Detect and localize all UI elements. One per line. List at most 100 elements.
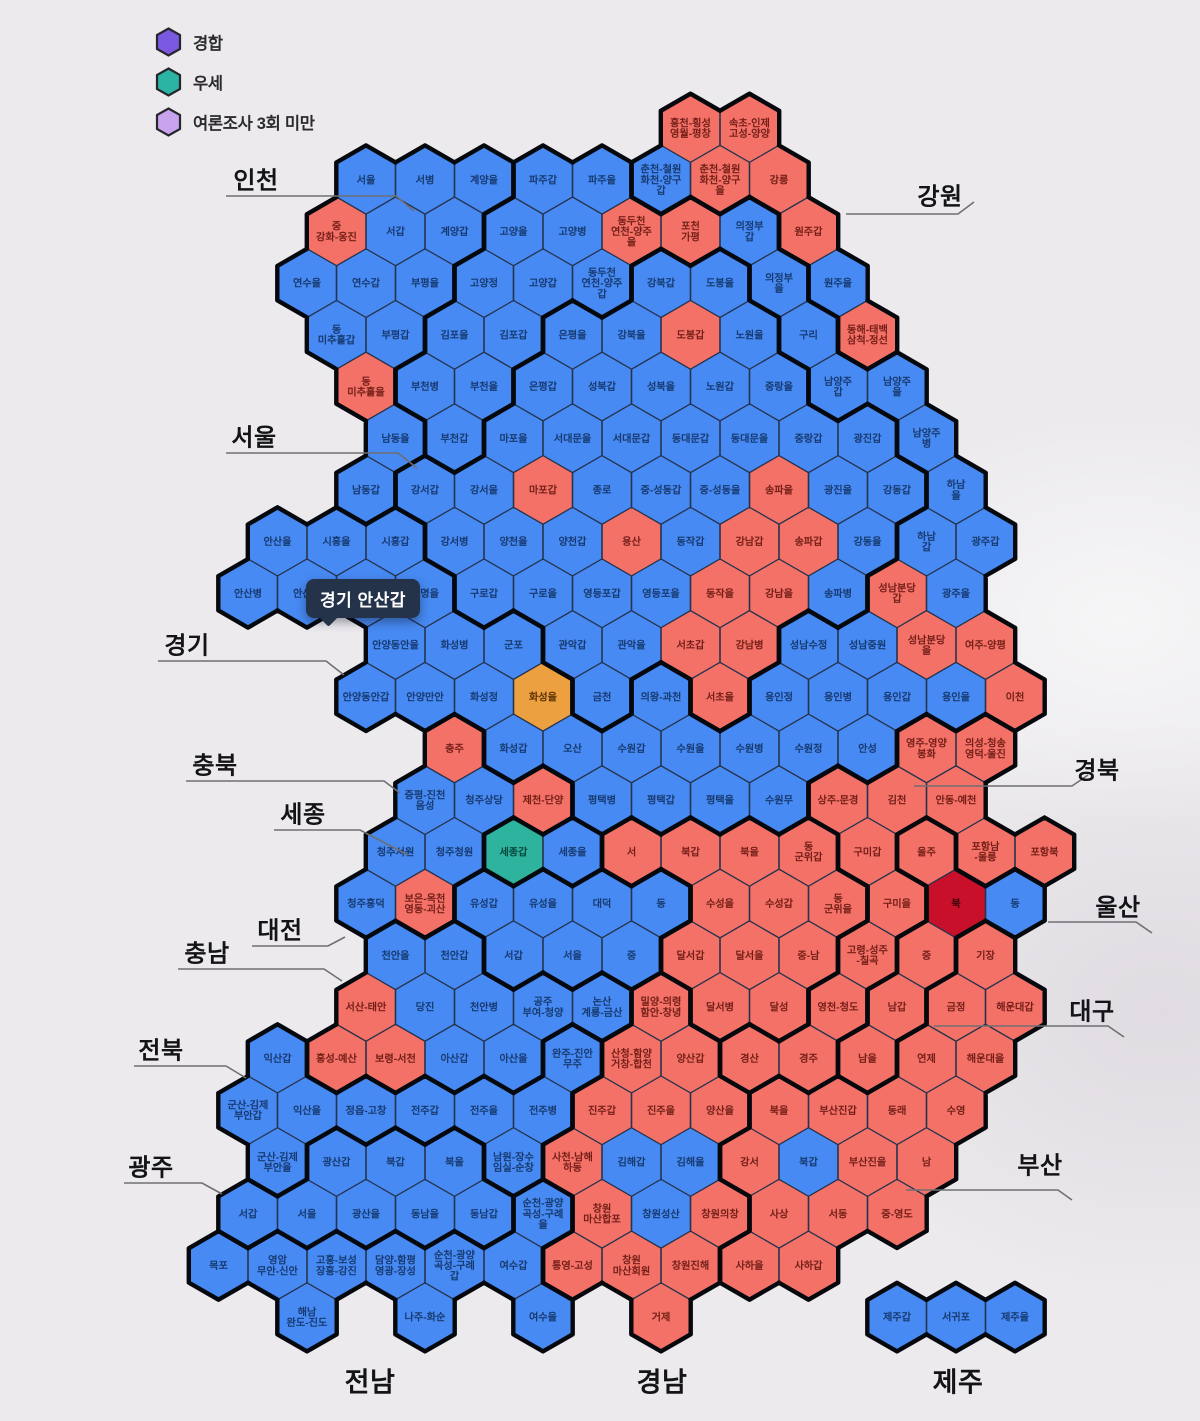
district-hex-경산[interactable] (719, 1024, 780, 1093)
district-hex-제주갑[interactable] (867, 1282, 927, 1352)
district-hex-세종갑[interactable] (483, 817, 544, 887)
district-hex-노원을[interactable] (719, 300, 780, 370)
district-hex-유성갑[interactable] (454, 869, 514, 938)
district-hex-안양동안을[interactable] (365, 610, 426, 680)
district-hex-용인을[interactable] (926, 662, 986, 731)
district-hex-동미추홀갑[interactable] (306, 300, 367, 370)
district-hex-서[interactable] (601, 817, 662, 887)
district-hex-군포[interactable] (483, 610, 544, 680)
district-hex-부산진갑[interactable] (808, 1076, 868, 1145)
district-hex-고양정[interactable] (454, 248, 514, 318)
district-hex-익산을[interactable] (277, 1076, 337, 1145)
district-hex-동[interactable] (631, 869, 691, 938)
district-hex-순천-광양곡성-구례갑[interactable] (424, 1231, 485, 1300)
district-hex-강남갑[interactable] (719, 507, 780, 576)
district-hex-강서을[interactable] (454, 455, 514, 525)
district-hex-중-성동을[interactable] (690, 455, 750, 525)
district-hex-천안병[interactable] (454, 972, 514, 1042)
district-hex-수원을[interactable] (660, 714, 721, 783)
district-hex-원주갑[interactable] (778, 197, 839, 266)
district-hex-구로갑[interactable] (454, 559, 514, 628)
district-hex-중-영도[interactable] (867, 1179, 927, 1248)
district-hex-광산을[interactable] (336, 1179, 396, 1248)
district-hex-남원-장수임실-순창[interactable] (483, 1127, 544, 1197)
district-hex-서을[interactable] (336, 145, 396, 214)
district-hex-순천-광양곡성-구례을[interactable] (513, 1179, 573, 1248)
district-hex-창원마산합포[interactable] (572, 1179, 632, 1248)
district-hex-성북갑[interactable] (572, 352, 632, 421)
district-hex-김해을[interactable] (660, 1127, 721, 1197)
district-hex-강서갑[interactable] (395, 455, 455, 525)
district-hex-송파병[interactable] (808, 559, 868, 628)
district-hex-북을[interactable] (719, 817, 780, 887)
district-hex-고령-성주-칠곡[interactable] (837, 920, 898, 990)
district-hex-강동을[interactable] (837, 507, 898, 576)
district-hex-북갑[interactable] (660, 817, 721, 887)
district-hex-성남중원[interactable] (837, 610, 898, 680)
district-hex-안양만안[interactable] (395, 662, 455, 731)
district-hex-동래[interactable] (867, 1076, 927, 1145)
district-hex-창원성산[interactable] (631, 1179, 691, 1248)
district-hex-서대문갑[interactable] (601, 403, 662, 473)
district-hex-중랑을[interactable] (749, 352, 809, 421)
district-hex-사천-남해하동[interactable] (542, 1127, 603, 1197)
district-hex-동두천연천-양주을[interactable] (601, 197, 662, 266)
district-hex-도봉갑[interactable] (660, 300, 721, 370)
district-hex-여수을[interactable] (513, 1282, 573, 1352)
district-hex-송파갑[interactable] (778, 507, 839, 576)
district-hex-도봉을[interactable] (690, 248, 750, 318)
district-hex-여수갑[interactable] (483, 1231, 544, 1300)
district-hex-증평-진천음성[interactable] (395, 765, 455, 835)
district-hex-사상[interactable] (749, 1179, 809, 1248)
district-hex-광주갑[interactable] (955, 507, 1016, 576)
district-hex-남양주병[interactable] (896, 403, 957, 473)
district-hex-동작을[interactable] (690, 559, 750, 628)
district-hex-동남갑[interactable] (454, 1179, 514, 1248)
district-hex-서초갑[interactable] (660, 610, 721, 680)
district-hex-동남을[interactable] (395, 1179, 455, 1248)
district-hex-마포갑[interactable] (513, 455, 573, 525)
district-hex-하남을[interactable] (926, 455, 986, 525)
district-hex-은평갑[interactable] (513, 352, 573, 421)
district-hex-통영-고성[interactable] (542, 1231, 603, 1300)
district-hex-서초을[interactable] (690, 662, 750, 731)
district-hex-해남완도-진도[interactable] (277, 1282, 337, 1352)
district-hex-김포을[interactable] (424, 300, 485, 370)
district-hex-성남분당갑[interactable] (867, 559, 927, 628)
district-hex-동미추홀을[interactable] (336, 352, 396, 421)
district-hex-동군위갑[interactable] (778, 817, 839, 887)
district-hex-마포을[interactable] (483, 403, 544, 473)
district-hex-송파을[interactable] (749, 455, 809, 525)
district-hex-김해갑[interactable] (601, 1127, 662, 1197)
district-hex-달서병[interactable] (690, 972, 750, 1042)
district-hex-목포[interactable] (188, 1231, 249, 1300)
district-hex-포항남-울릉[interactable] (955, 817, 1016, 887)
district-hex-진주을[interactable] (631, 1076, 691, 1145)
district-hex-보령-서천[interactable] (365, 1024, 426, 1093)
district-hex-부천갑[interactable] (424, 403, 485, 473)
district-hex-천안갑[interactable] (424, 920, 485, 990)
district-hex-동군위을[interactable] (808, 869, 868, 938)
district-hex-중랑갑[interactable] (778, 403, 839, 473)
district-hex-영천-청도[interactable] (808, 972, 868, 1042)
district-hex-아산을[interactable] (483, 1024, 544, 1093)
district-hex-양천을[interactable] (483, 507, 544, 576)
district-hex-이천[interactable] (985, 662, 1045, 731)
district-hex-홍성-예산[interactable] (306, 1024, 367, 1093)
district-hex-광주을[interactable] (926, 559, 986, 628)
district-hex-기장[interactable] (955, 920, 1016, 990)
district-hex-고양병[interactable] (542, 197, 603, 266)
district-hex-익산갑[interactable] (247, 1024, 308, 1093)
district-hex-천안을[interactable] (365, 920, 426, 990)
district-hex-서갑[interactable] (483, 920, 544, 990)
district-hex-청주흥덕[interactable] (336, 869, 396, 938)
district-hex-정읍-고창[interactable] (336, 1076, 396, 1145)
district-hex-안산병[interactable] (218, 559, 278, 628)
district-hex-양산갑[interactable] (660, 1024, 721, 1093)
district-hex-동대문을[interactable] (719, 403, 780, 473)
district-hex-북갑[interactable] (778, 1127, 839, 1197)
district-hex-부산진을[interactable] (837, 1127, 898, 1197)
district-hex-충주[interactable] (424, 714, 485, 783)
district-hex-광진갑[interactable] (837, 403, 898, 473)
district-hex-중-성동갑[interactable] (631, 455, 691, 525)
